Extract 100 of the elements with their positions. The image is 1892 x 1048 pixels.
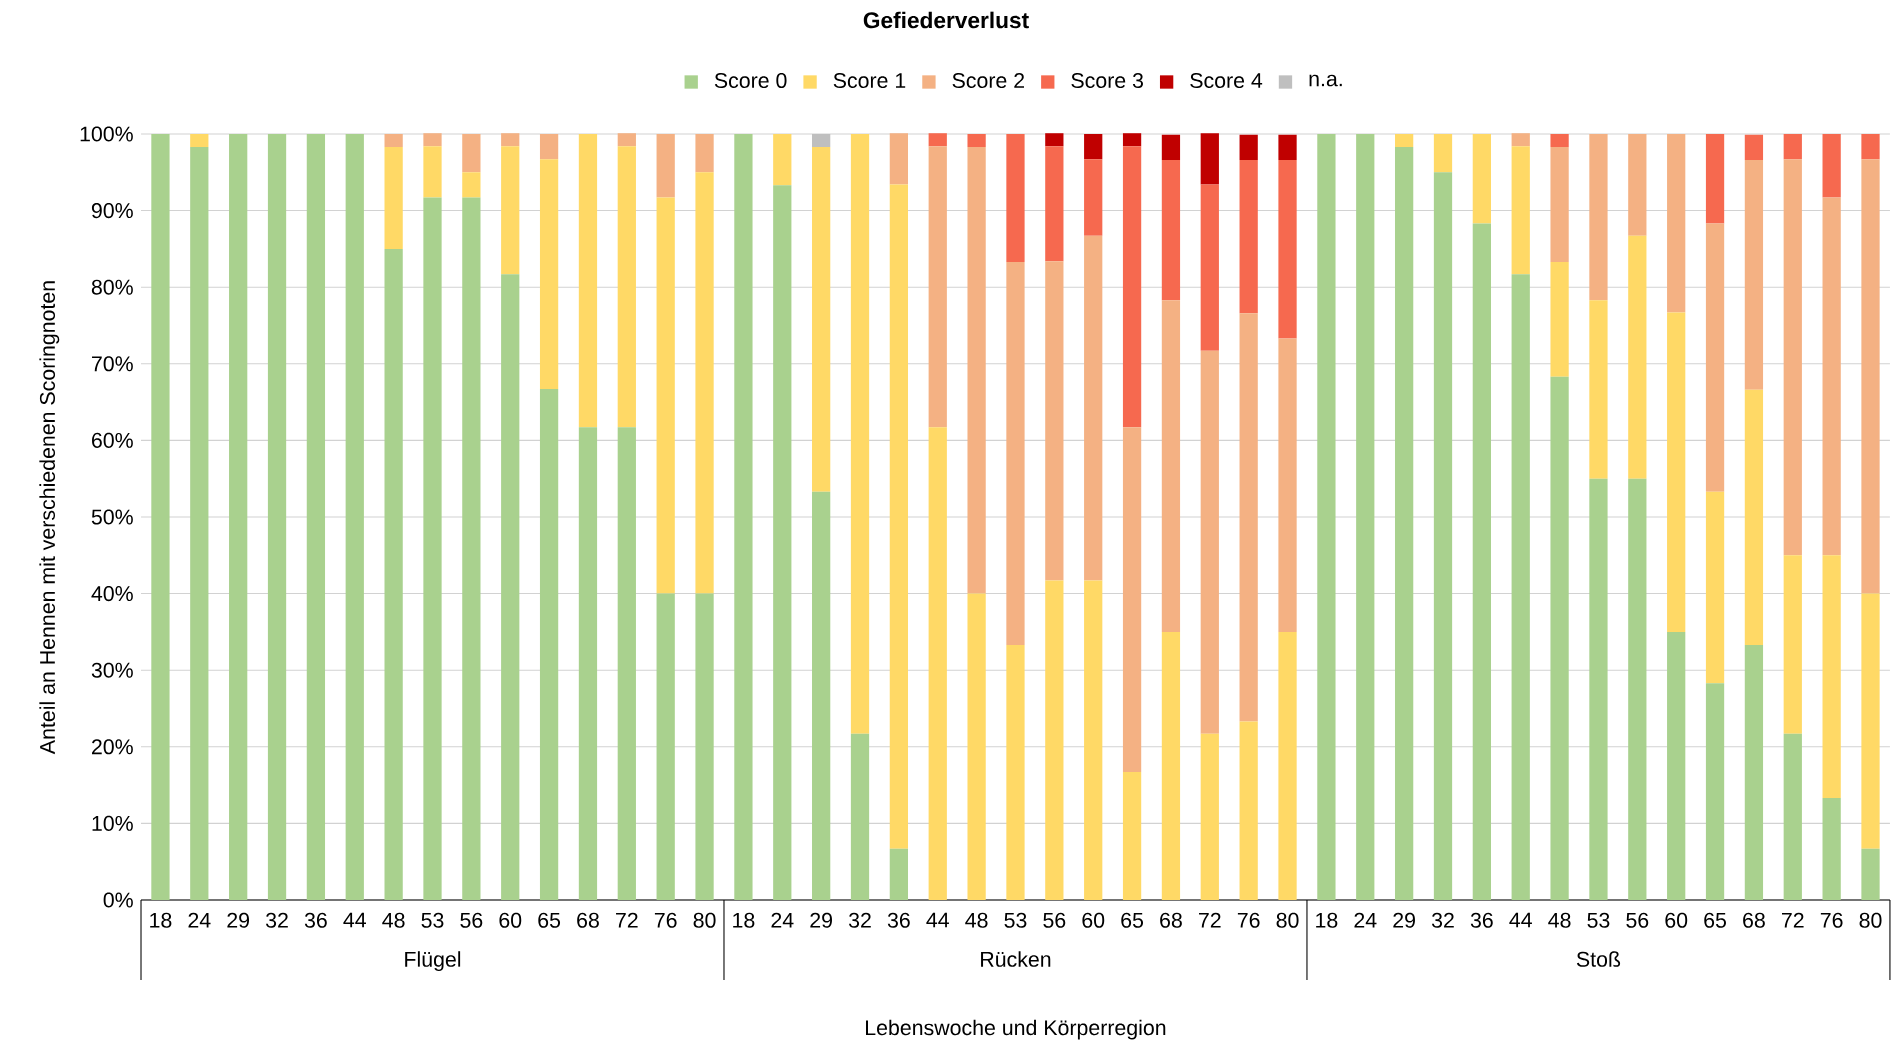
bar <box>1783 133 1802 160</box>
bar <box>656 133 675 198</box>
x-tick-label: 32 <box>265 912 288 928</box>
bar <box>384 147 403 249</box>
bar <box>1200 133 1219 185</box>
bar <box>1861 593 1880 849</box>
x-tick-label: 44 <box>343 912 366 928</box>
y-tick-label: 10% <box>92 815 133 831</box>
bar <box>812 133 831 148</box>
bar <box>1200 733 1219 900</box>
bar <box>578 133 598 428</box>
x-tick-label: 53 <box>1587 912 1610 928</box>
bar <box>1822 197 1841 556</box>
bar <box>695 172 714 594</box>
bar <box>1161 134 1181 161</box>
bar <box>695 593 714 900</box>
legend-label: Score 0 <box>714 72 787 89</box>
x-tick-label: 18 <box>733 912 755 928</box>
bar <box>462 172 481 198</box>
bar <box>462 133 481 173</box>
x-tick-label: 29 <box>1393 912 1415 928</box>
bar <box>1122 133 1142 147</box>
x-tick-label: 44 <box>926 912 949 928</box>
bar <box>1550 133 1569 148</box>
x-tick-label: 68 <box>577 912 599 928</box>
bar <box>1045 261 1064 581</box>
x-tick-label: 72 <box>1782 912 1804 928</box>
bar <box>1356 133 1375 900</box>
bar <box>967 147 986 594</box>
bar <box>1705 683 1725 900</box>
x-tick-label: 65 <box>1704 912 1726 928</box>
bar <box>1239 313 1258 722</box>
x-tick-label: 24 <box>771 912 794 928</box>
x-tick-label: 44 <box>1509 912 1532 928</box>
bar <box>539 159 559 390</box>
bar <box>1006 133 1025 262</box>
x-tick-label: 80 <box>693 912 716 928</box>
bar <box>1511 133 1530 147</box>
bar <box>1045 146 1064 262</box>
bar <box>1239 721 1258 900</box>
x-tick-label: 48 <box>1548 912 1571 928</box>
x-tick-label: 36 <box>304 912 327 928</box>
bar <box>850 733 870 900</box>
x-tick-label: 48 <box>965 912 988 928</box>
bar <box>1084 235 1103 581</box>
bar <box>1822 798 1841 900</box>
bar <box>1045 133 1064 147</box>
legend-label: n.a. <box>1309 74 1342 87</box>
bar <box>773 185 792 900</box>
y-tick-label: 100% <box>80 126 133 142</box>
x-tick-label: 80 <box>1276 912 1299 928</box>
bar <box>306 133 326 900</box>
bar <box>1278 134 1297 161</box>
bar <box>1744 389 1764 645</box>
x-tick-label: 29 <box>810 912 832 928</box>
bar <box>1705 491 1725 684</box>
bar <box>1394 147 1414 900</box>
bar <box>423 197 442 900</box>
y-tick-label: 80% <box>91 279 133 295</box>
y-tick-label: 60% <box>92 432 133 448</box>
bar <box>539 389 559 900</box>
bar <box>1278 338 1297 632</box>
bar <box>1822 133 1841 198</box>
bar <box>1122 146 1142 428</box>
bar <box>1861 848 1880 900</box>
bar <box>1006 261 1025 645</box>
x-tick-label: 56 <box>460 912 483 928</box>
x-tick-label: 48 <box>382 912 405 928</box>
bar <box>1511 274 1530 900</box>
x-tick-label: 60 <box>1665 912 1688 928</box>
bar <box>1667 133 1686 313</box>
bar <box>423 146 442 198</box>
bar <box>190 133 209 148</box>
bar <box>1628 133 1647 236</box>
bar <box>1084 580 1103 900</box>
x-tick-label: 56 <box>1626 912 1649 928</box>
bar <box>617 427 636 900</box>
x-tick-label: 36 <box>1470 912 1493 928</box>
bar <box>1084 133 1103 160</box>
legend-label: Score 4 <box>1190 72 1263 89</box>
bar <box>1239 160 1258 314</box>
x-tick-label: 60 <box>499 912 522 928</box>
bar <box>384 133 403 148</box>
bar <box>734 133 753 900</box>
x-tick-label: 18 <box>1316 912 1338 928</box>
bar <box>1589 133 1608 301</box>
y-tick-label: 0% <box>103 892 133 908</box>
bar <box>1744 160 1764 390</box>
bar <box>1200 350 1219 734</box>
bar <box>928 146 947 428</box>
bar <box>229 133 248 900</box>
bar <box>1006 644 1025 900</box>
bar <box>1550 376 1569 900</box>
y-tick-label: 90% <box>91 203 133 219</box>
bar <box>928 427 947 900</box>
chart-title: Gefiederverlust <box>863 11 1029 29</box>
bar <box>267 133 287 900</box>
bar <box>539 133 559 160</box>
bar <box>1589 300 1608 479</box>
bar <box>1822 555 1841 799</box>
